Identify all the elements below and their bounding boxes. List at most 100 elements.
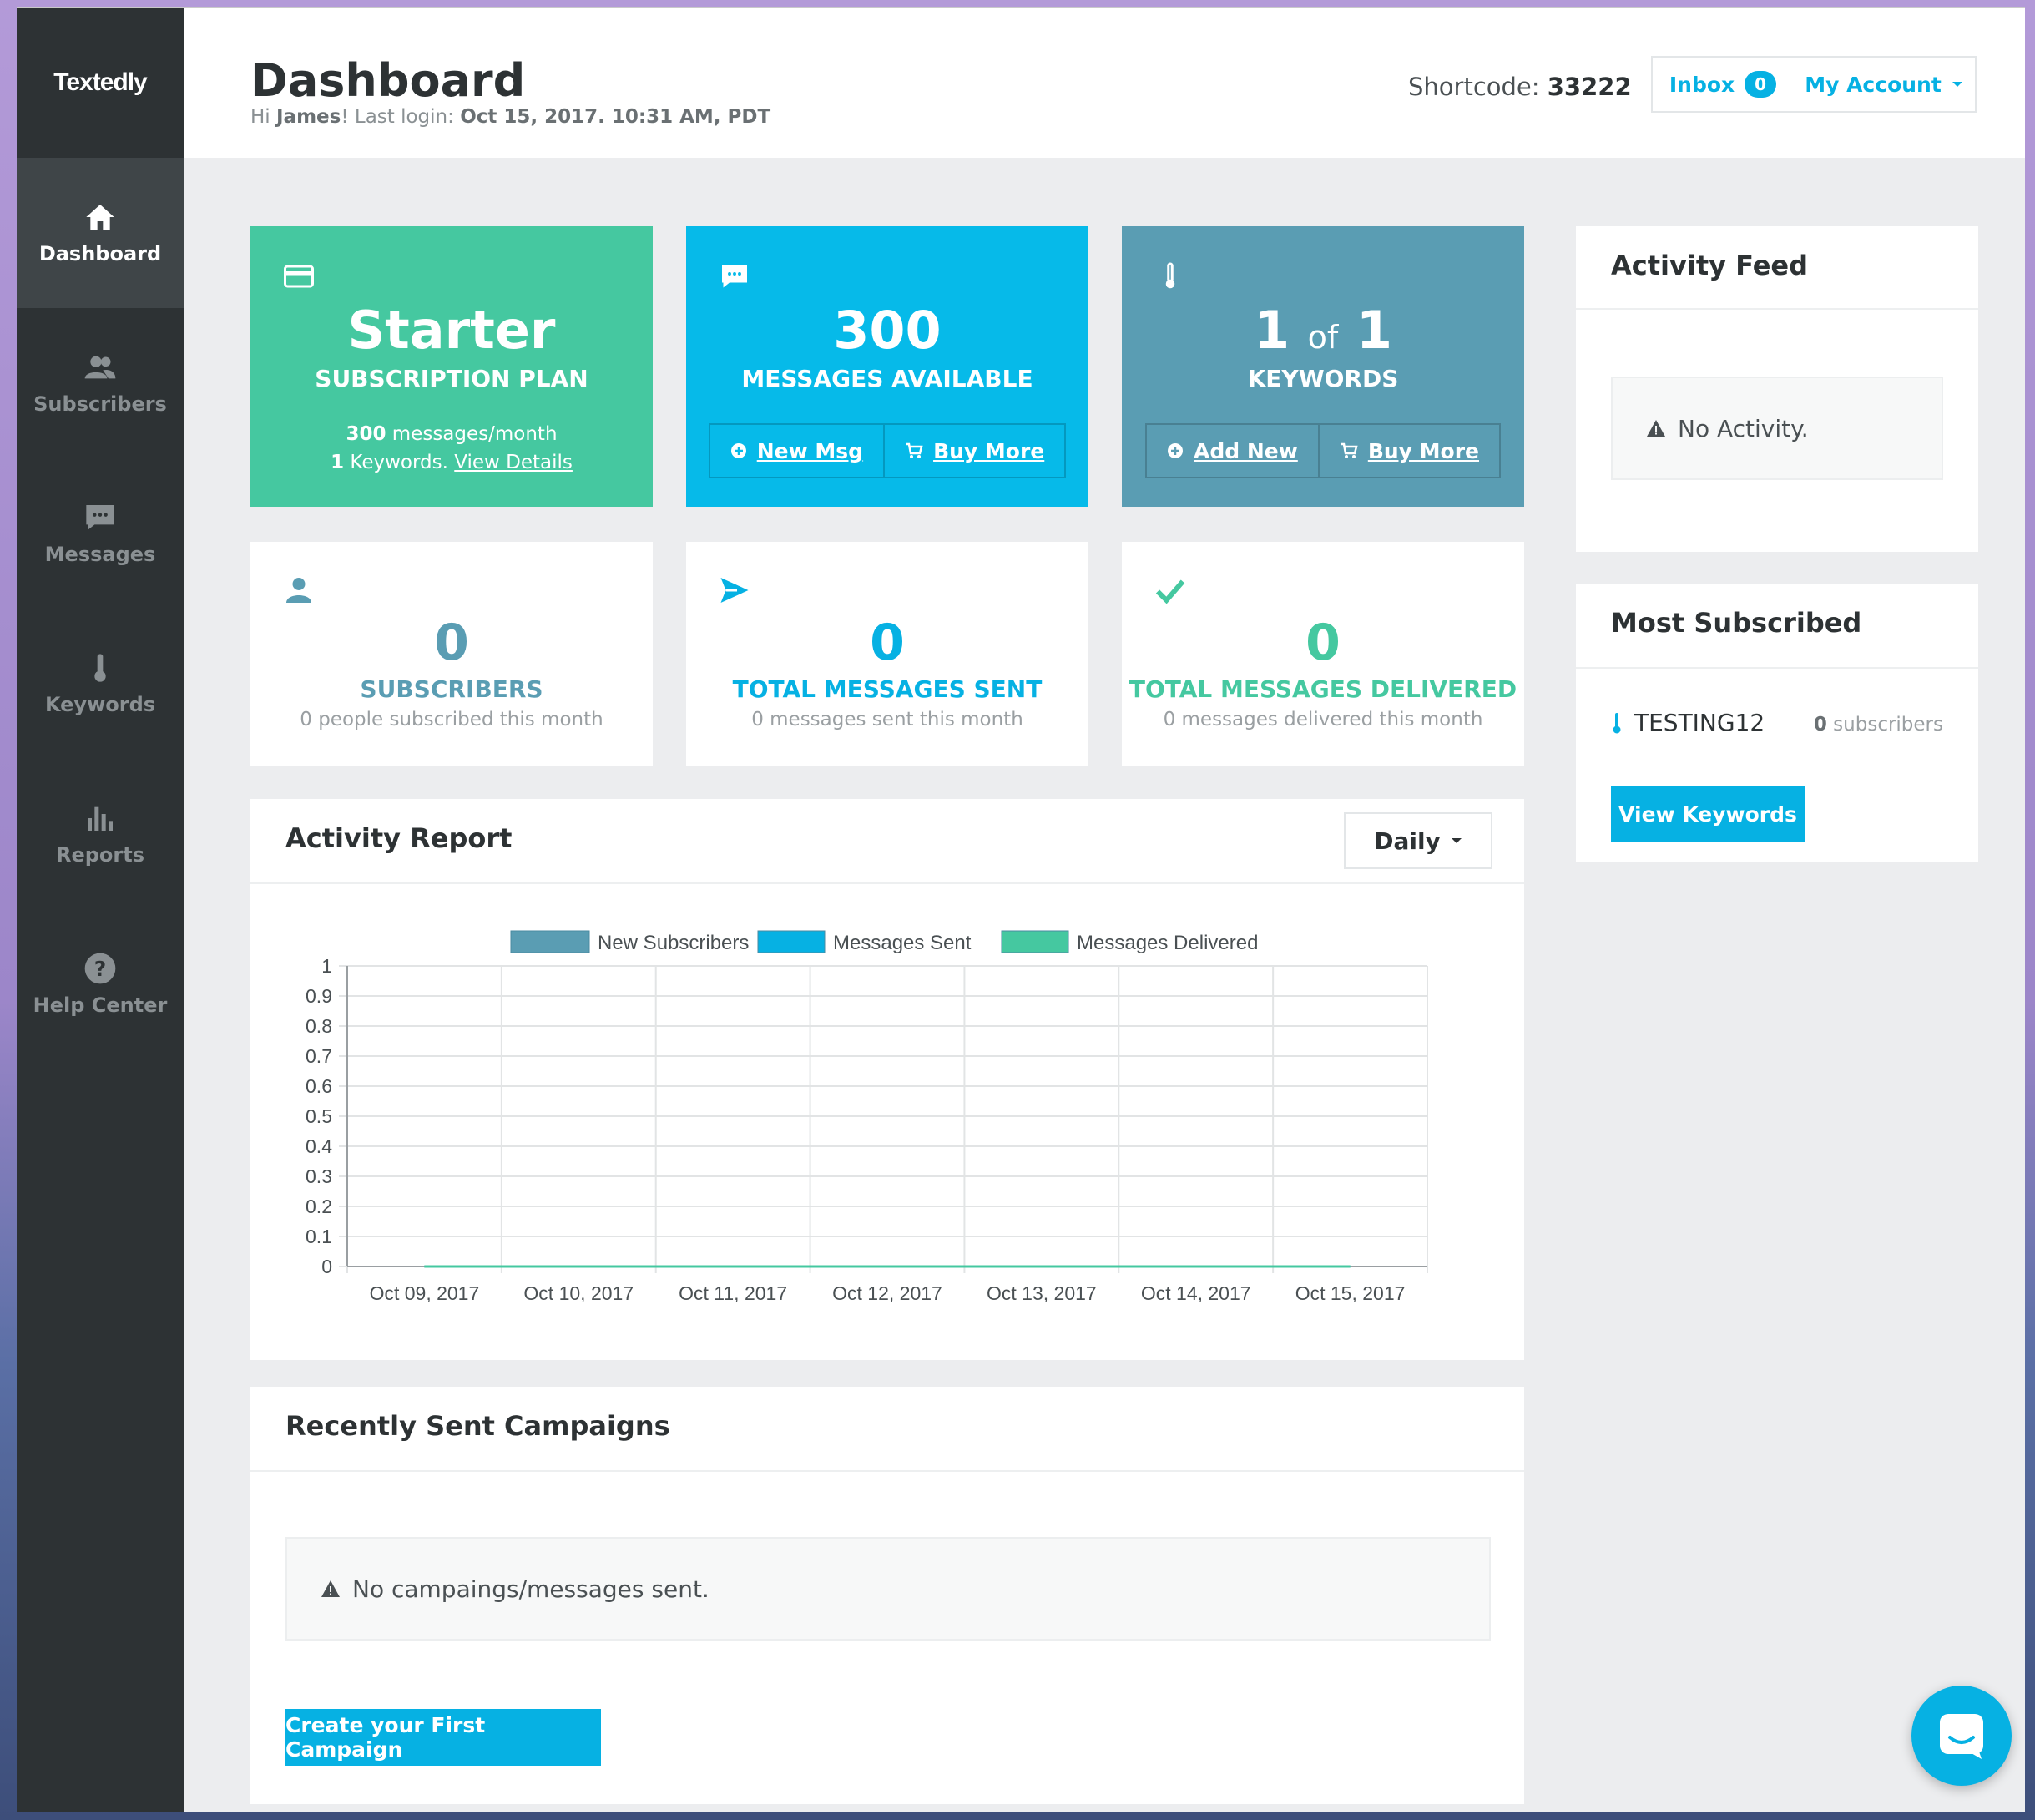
caret-down-icon: [1451, 838, 1462, 843]
cart-icon: [1340, 442, 1358, 458]
messages-sent-label: TOTAL MESSAGES SENT: [732, 675, 1043, 703]
legend-label: Messages Sent: [833, 932, 972, 954]
panel-divider: [1576, 308, 1978, 310]
panel-divider: [1576, 667, 1978, 669]
keyword-subscriber-count: 0 subscribers: [1813, 714, 1943, 736]
sidebar-item-label: Subscribers: [33, 392, 167, 416]
keyword-row[interactable]: TESTING12: [1611, 709, 1765, 736]
sidebar-item-label: Dashboard: [38, 242, 162, 265]
y-tick-label: 0.8: [306, 1015, 332, 1037]
thermometer-icon: [1165, 262, 1175, 289]
legend-label: Messages Delivered: [1077, 932, 1258, 954]
x-tick-label: Oct 15, 2017: [1295, 1282, 1406, 1304]
y-tick-label: 0.2: [306, 1196, 332, 1217]
plus-circle-icon: [730, 443, 746, 458]
home-icon: [86, 205, 114, 230]
cart-icon: [906, 442, 923, 458]
plus-circle-icon: [1167, 443, 1183, 458]
plan-name: Starter: [347, 300, 556, 361]
question-icon: ?: [84, 953, 116, 984]
recent-campaigns-title: Recently Sent Campaigns: [285, 1410, 670, 1442]
x-tick-label: Oct 12, 2017: [832, 1282, 942, 1304]
activity-report-panel: Activity Report Daily New Subscribers Mes…: [250, 799, 1524, 1360]
panel-divider: [250, 1470, 1524, 1472]
subscribers-stat-card: 0 SUBSCRIBERS 0 people subscribed this m…: [250, 542, 653, 766]
create-first-campaign-button[interactable]: Create your First Campaign: [285, 1709, 601, 1766]
plan-details: 300 messages/month 1 Keywords. View Deta…: [331, 423, 573, 473]
new-msg-button[interactable]: New Msg: [708, 423, 886, 478]
x-tick-label: Oct 10, 2017: [523, 1282, 634, 1304]
messages-delivered-value: 0: [1305, 614, 1341, 672]
legend-label: New Subscribers: [598, 932, 749, 954]
sidebar-item-dashboard[interactable]: Dashboard: [17, 158, 184, 308]
users-icon: [84, 356, 116, 379]
warning-icon: [1647, 420, 1665, 437]
panel-divider: [250, 882, 1524, 884]
buy-more-keywords-button[interactable]: Buy More: [1319, 423, 1502, 478]
view-keywords-button[interactable]: View Keywords: [1611, 786, 1805, 842]
messages-sent-stat-card: 0 TOTAL MESSAGES SENT 0 messages sent th…: [686, 542, 1088, 766]
sidebar-item-label: Keywords: [44, 693, 156, 716]
chat-icon: [722, 265, 747, 288]
buy-more-messages-button[interactable]: Buy More: [885, 423, 1067, 478]
activity-chart: New Subscribers Messages Sent Messages Del…: [306, 930, 1428, 1304]
chat-icon: [86, 505, 114, 530]
thermometer-icon: [94, 654, 106, 682]
messages-sent-note: 0 messages sent this month: [751, 709, 1023, 731]
y-tick-label: 0.9: [306, 985, 332, 1007]
keywords-label: KEYWORDS: [1247, 365, 1399, 392]
x-tick-label: Oct 14, 2017: [1141, 1282, 1251, 1304]
logo[interactable]: Textedly: [53, 68, 148, 96]
y-tick-label: 0.3: [306, 1165, 332, 1187]
inbox-button[interactable]: Inbox 0: [1651, 56, 1795, 113]
y-tick-label: 0.6: [306, 1075, 332, 1097]
messages-delivered-note: 0 messages delivered this month: [1163, 709, 1483, 731]
app-window: Textedly Dashboard Subscribers Messages …: [17, 7, 2025, 1812]
legend-swatch: [757, 930, 826, 953]
messages-available-value: 300: [833, 300, 942, 361]
sidebar-item-help-center[interactable]: ? Help Center: [17, 909, 184, 1059]
most-subscribed-panel: Most Subscribed TESTING12 0 subscribers …: [1576, 584, 1978, 862]
most-subscribed-title: Most Subscribed: [1611, 607, 1862, 639]
y-tick-label: 0.4: [306, 1135, 332, 1157]
caret-down-icon: [1952, 82, 1962, 87]
view-details-link[interactable]: View Details: [454, 452, 573, 473]
sidebar-item-label: Reports: [55, 843, 145, 867]
x-tick-label: Oct 13, 2017: [987, 1282, 1097, 1304]
period-dropdown[interactable]: Daily: [1344, 812, 1492, 869]
y-tick-label: 0.7: [306, 1045, 332, 1067]
keywords-card: 1 of 1 KEYWORDS Add New Buy More: [1122, 226, 1524, 507]
sidebar-item-keywords[interactable]: Keywords: [17, 609, 184, 759]
subscribers-note: 0 people subscribed this month: [300, 709, 603, 731]
chat-launcher-button[interactable]: [1911, 1686, 2012, 1786]
main-area: Dashboard Hi James! Last login: Oct 15, …: [184, 8, 2025, 1812]
activity-feed-panel: Activity Feed No Activity.: [1576, 226, 1978, 552]
activity-report-title: Activity Report: [285, 822, 513, 854]
messages-actions: New Msg Buy More: [686, 423, 1088, 478]
y-tick-label: 1: [321, 955, 332, 977]
my-account-dropdown[interactable]: My Account: [1793, 56, 1977, 113]
no-activity-notice: No Activity.: [1611, 377, 1943, 480]
messages-available-label: MESSAGES AVAILABLE: [741, 365, 1033, 392]
page-title: Dashboard: [250, 54, 526, 107]
svg-text:?: ?: [94, 957, 107, 981]
messages-delivered-label: TOTAL MESSAGES DELIVERED: [1129, 675, 1517, 703]
legend-swatch: [510, 930, 590, 953]
sidebar-item-label: Help Center: [33, 993, 168, 1017]
shortcode: Shortcode: 33222: [1408, 73, 1632, 101]
sidebar-item-messages[interactable]: Messages: [17, 458, 184, 609]
sidebar-item-subscribers[interactable]: Subscribers: [17, 308, 184, 458]
messages-delivered-stat-card: 0 TOTAL MESSAGES DELIVERED 0 messages de…: [1122, 542, 1524, 766]
subscribers-value: 0: [434, 614, 469, 672]
user-icon: [286, 578, 311, 603]
add-new-keyword-button[interactable]: Add New: [1144, 423, 1320, 478]
activity-feed-title: Activity Feed: [1611, 250, 1808, 281]
x-tick-label: Oct 11, 2017: [679, 1282, 787, 1304]
messages-sent-value: 0: [870, 614, 905, 672]
thermometer-icon: [1613, 712, 1621, 733]
sidebar-item-reports[interactable]: Reports: [17, 759, 184, 909]
sidebar-item-label: Messages: [44, 543, 156, 566]
keywords-actions: Add New Buy More: [1122, 423, 1524, 478]
keywords-usage: 1 of 1: [1253, 300, 1393, 361]
plan-label: SUBSCRIPTION PLAN: [315, 365, 588, 392]
